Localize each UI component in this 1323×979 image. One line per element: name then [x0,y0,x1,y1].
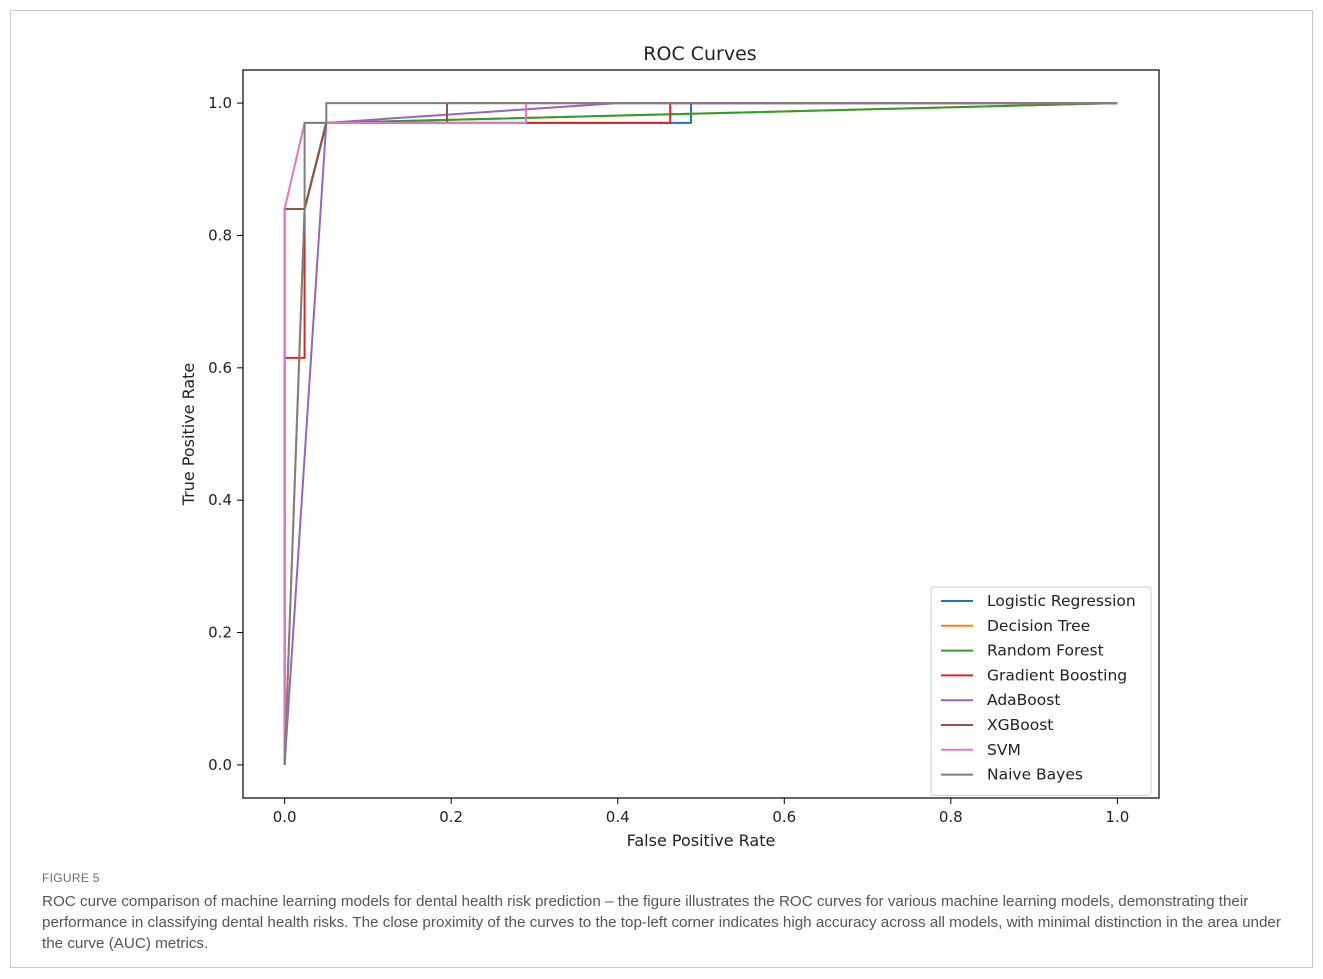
roc-chart: ROC Curves 0.0 0.2 0.4 0.6 0.8 1.00.00.20.40.… [179,43,1160,850]
legend-label-0: Logistic Regression [987,592,1136,610]
chart-title: ROC Curves [643,43,756,65]
ticks-layer: 0.0 0.2 0.4 0.6 0.8 1.0 0.0 0.2 0.4 0.6 0.8 1.0 [208,94,1129,826]
x-tick-label-3: 0.6 [772,808,796,826]
y-tick-label-0: 0.0 [208,756,232,774]
x-axis-label: False Positive Rate [627,831,776,850]
y-axis-label: True Positive Rate [179,363,198,507]
series-layer [283,102,1118,765]
legend-label-6: SVM [987,741,1021,759]
series-line-7 [283,102,1118,765]
y-tick-label-1: 0.2 [208,624,232,642]
plot-area [242,69,1160,799]
legend-label-1: Decision Tree [987,617,1090,635]
legend-label-2: Random Forest [987,642,1104,660]
x-tick-label-1: 0.2 [439,808,463,826]
legend-box [930,586,1152,796]
legend-label-4: AdaBoost [987,691,1060,709]
legend: Logistic Regression Decision Tree Random F… [930,586,1152,796]
x-tick-label-4: 0.8 [939,808,963,826]
figure-frame [10,10,1313,968]
y-tick-label-3: 0.6 [208,359,232,377]
x-tick-label-2: 0.4 [606,808,630,826]
legend-label-5: XGBoost [987,716,1053,734]
legend-label-3: Gradient Boosting [987,666,1127,684]
legend-label-7: Naive Bayes [987,766,1083,784]
y-tick-label-4: 0.8 [208,226,232,244]
x-tick-label-5: 1.0 [1105,808,1129,826]
figure-caption: ROC curve comparison of machine learning… [42,893,1281,952]
figure-label: FIGURE 5 [42,871,100,885]
y-tick-label-5: 1.0 [208,94,232,112]
y-tick-label-2: 0.4 [208,491,232,509]
x-tick-label-0: 0.0 [273,808,297,826]
